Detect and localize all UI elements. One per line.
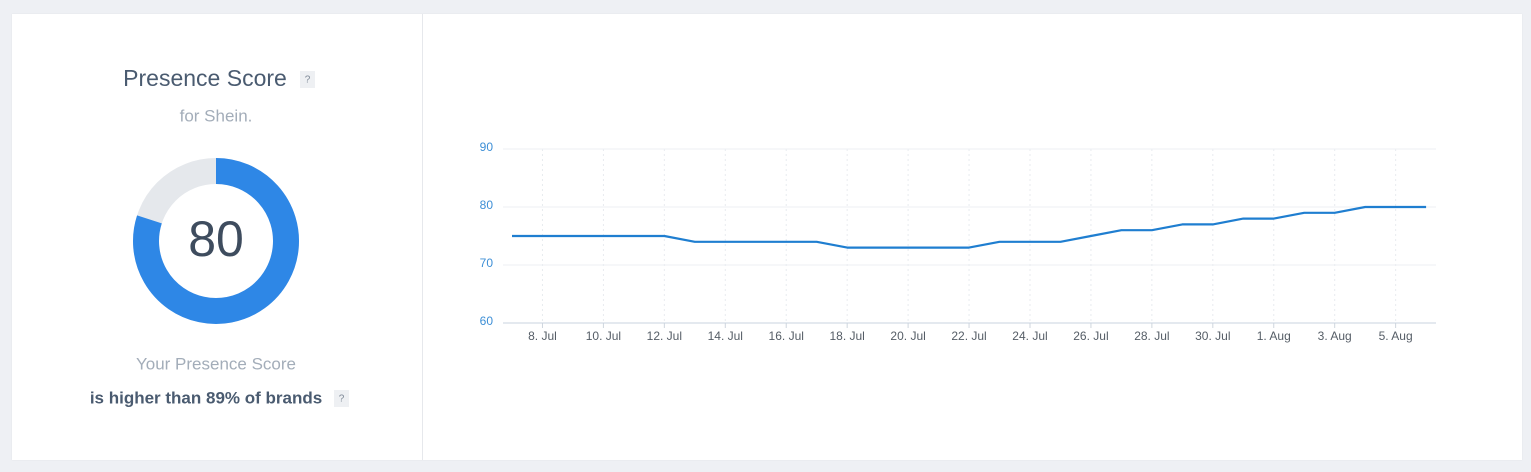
help-icon[interactable]: ? <box>339 394 345 405</box>
x-tick-label: 24. Jul <box>1012 329 1047 343</box>
help-badge[interactable] <box>334 390 349 407</box>
score-card <box>12 14 1522 460</box>
x-tick-label: 16. Jul <box>769 329 804 343</box>
x-tick-label: 26. Jul <box>1073 329 1108 343</box>
x-tick-label: 3. Aug <box>1318 329 1352 343</box>
x-tick-label: 10. Jul <box>586 329 621 343</box>
x-tick-label: 12. Jul <box>647 329 682 343</box>
gauge-value: 80 <box>188 211 244 267</box>
x-tick-label: 20. Jul <box>890 329 925 343</box>
x-tick-label: 18. Jul <box>829 329 864 343</box>
x-tick-label: 5. Aug <box>1379 329 1413 343</box>
y-tick-label: 80 <box>480 198 494 212</box>
y-tick-label: 60 <box>480 314 494 328</box>
divider <box>422 14 423 460</box>
help-icon[interactable]: ? <box>305 75 311 86</box>
y-tick-label: 70 <box>480 256 494 270</box>
x-tick-label: 28. Jul <box>1134 329 1169 343</box>
gauge-arc <box>133 158 299 324</box>
x-tick-label: 22. Jul <box>951 329 986 343</box>
y-tick-label: 90 <box>480 140 494 154</box>
comparison: is higher than 89% of brands <box>90 388 322 407</box>
x-tick-label: 8. Jul <box>528 329 557 343</box>
score-subtitle: for Shein. <box>180 106 253 125</box>
score-title: Presence Score <box>123 65 287 91</box>
x-tick-label: 1. Aug <box>1257 329 1291 343</box>
help-badge[interactable] <box>300 71 315 88</box>
line <box>512 205 1427 249</box>
x-tick-label: 30. Jul <box>1195 329 1230 343</box>
caption: Your Presence Score <box>136 354 296 373</box>
x-tick-label: 14. Jul <box>708 329 743 343</box>
